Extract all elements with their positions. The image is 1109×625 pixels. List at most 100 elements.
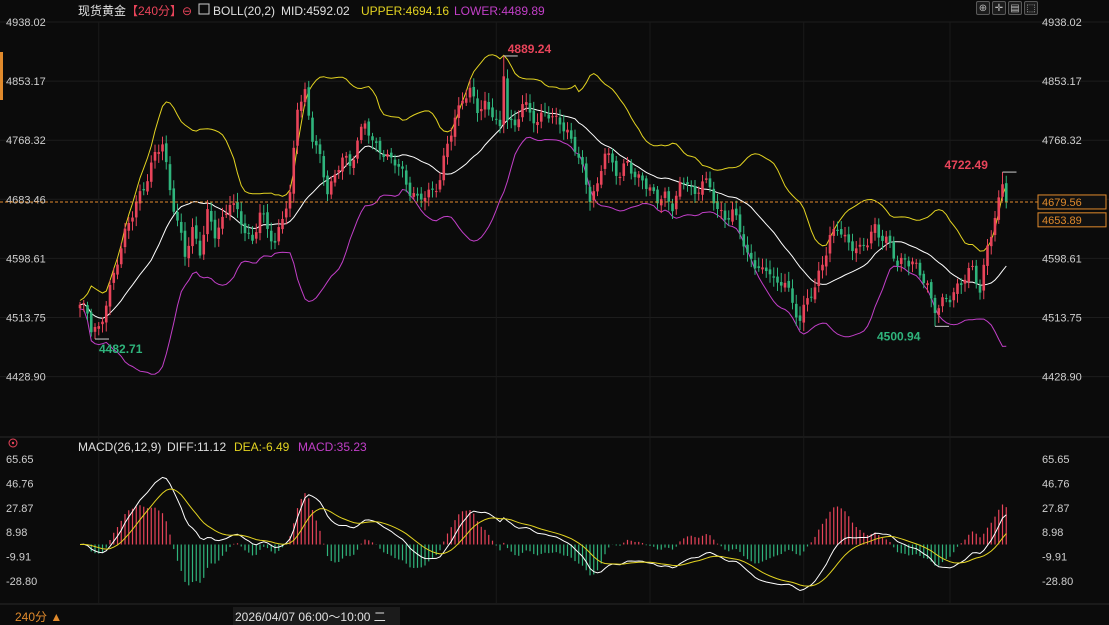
crosshair-icon[interactable]: ✛ xyxy=(992,1,1006,15)
candle-body xyxy=(626,161,629,163)
candle-body xyxy=(427,189,431,198)
candle-body xyxy=(734,208,738,216)
y-tick-right: 4513.75 xyxy=(1042,313,1082,325)
macd-y-tick-right: -9.91 xyxy=(1042,552,1067,564)
candle-body xyxy=(907,260,911,267)
macd-y-tick-right: 46.76 xyxy=(1042,478,1070,490)
candle-body xyxy=(374,141,378,143)
macd-y-tick-right: -28.80 xyxy=(1042,576,1073,588)
macd-y-tick-right: 8.98 xyxy=(1042,527,1063,539)
candle-body xyxy=(851,241,854,252)
indicator-switch-icon[interactable] xyxy=(198,3,210,15)
candle-body xyxy=(532,110,536,124)
period-button[interactable]: 240分 ▲ xyxy=(15,610,62,624)
candle-body xyxy=(562,122,566,132)
candle-body xyxy=(843,234,847,237)
candle-body xyxy=(296,109,299,146)
macd-y-tick-left: 27.87 xyxy=(6,503,34,515)
candle-body xyxy=(397,164,401,167)
annotations: 4679.56 4653.89 4889.24 4482.71 4722.49 4500.… xyxy=(0,42,1107,356)
candle-body xyxy=(251,234,254,241)
candle-body xyxy=(311,117,314,142)
candle-body xyxy=(457,105,461,119)
candle-body xyxy=(258,212,262,234)
candle-body xyxy=(719,210,723,212)
candle-body xyxy=(183,230,187,257)
candle-body xyxy=(693,185,697,194)
current-price-text: 4679.56 xyxy=(1042,197,1082,209)
candle-body xyxy=(198,240,202,256)
candle-body xyxy=(554,115,558,117)
candle-body xyxy=(434,191,438,193)
candle-body xyxy=(903,258,907,260)
candle-body xyxy=(217,227,221,239)
macd-settings-icon[interactable] xyxy=(8,438,18,448)
candle-body xyxy=(468,87,472,98)
candle-body xyxy=(224,213,228,215)
y-tick-left: 4513.75 xyxy=(6,313,46,325)
candle-body xyxy=(746,244,749,253)
candle-body xyxy=(599,171,603,185)
layout-icon[interactable]: ▤ xyxy=(1008,1,1022,15)
candle-body xyxy=(491,107,494,118)
candle-body xyxy=(243,223,247,234)
candle-body xyxy=(404,170,408,185)
candle-body xyxy=(757,266,761,268)
fullscreen-icon[interactable]: ⬚ xyxy=(1024,1,1038,15)
candle-body xyxy=(284,208,288,218)
candle-body xyxy=(671,203,674,212)
candle-body xyxy=(558,117,562,125)
candle-body xyxy=(884,236,888,243)
candle-body xyxy=(528,103,532,113)
candle-body xyxy=(794,303,798,318)
candle-body xyxy=(333,174,337,183)
candle-body xyxy=(382,154,386,157)
candle-body xyxy=(479,109,483,112)
candle-body xyxy=(944,298,948,300)
candle-body xyxy=(326,175,329,195)
candle-body xyxy=(461,100,464,104)
candle-body xyxy=(453,117,457,137)
y-tick-right: 4938.02 xyxy=(1042,17,1082,29)
candle-body xyxy=(134,201,138,218)
candle-body xyxy=(768,269,772,275)
settings-icon[interactable]: ⊖ xyxy=(182,4,192,18)
candle-body xyxy=(483,100,487,110)
candle-body xyxy=(686,182,689,185)
candle-body xyxy=(363,123,367,129)
candle-body xyxy=(716,201,719,210)
candle-body xyxy=(738,214,742,233)
candle-body xyxy=(142,189,146,191)
macd-y-tick-right: 27.87 xyxy=(1042,503,1070,515)
candle-body xyxy=(596,183,599,192)
current-price-tag xyxy=(1037,194,1107,210)
candle-body xyxy=(592,191,596,201)
candle-body xyxy=(431,188,434,190)
boll-lower-line xyxy=(79,136,1007,375)
period-label[interactable]: 【240分】 xyxy=(126,4,182,18)
candle-body xyxy=(153,151,157,161)
candle-body xyxy=(839,229,843,235)
candle-body xyxy=(221,216,224,229)
candle-body xyxy=(371,136,374,141)
candle-body xyxy=(824,255,828,267)
candle-body xyxy=(149,162,153,182)
candle-body xyxy=(393,159,397,166)
macd-y-tick-left: 65.65 xyxy=(6,454,34,466)
candle-body xyxy=(667,191,671,202)
candle-body xyxy=(138,191,142,204)
candle-body xyxy=(641,175,644,181)
candle-body xyxy=(194,225,198,239)
candle-body xyxy=(629,162,633,174)
zoom-icon[interactable]: ⊕ xyxy=(976,1,990,15)
candle-body xyxy=(412,193,416,197)
candle-body xyxy=(254,232,258,239)
crosshair-time-box xyxy=(233,607,400,625)
candle-body xyxy=(806,298,809,305)
candle-body xyxy=(948,299,952,303)
candle-body xyxy=(656,189,659,204)
candle-body xyxy=(104,305,108,323)
candle-body xyxy=(926,283,929,286)
candle-body xyxy=(464,98,468,103)
